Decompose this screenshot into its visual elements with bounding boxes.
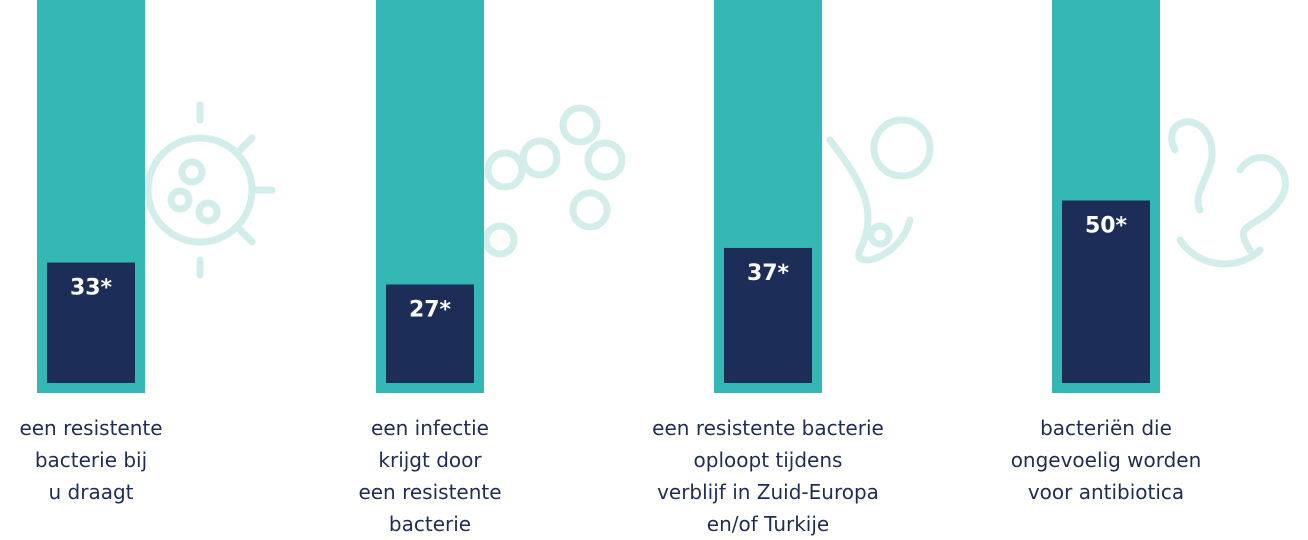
category-label: een resistente bacterie bij u draagt <box>19 416 163 504</box>
bar <box>47 262 135 383</box>
category-label: bacteriën die ongevoelig worden voor ant… <box>1010 416 1202 504</box>
bar <box>386 284 474 383</box>
category-label: een resistente bacterie oploopt tijdens … <box>652 416 884 536</box>
value-label: 37* <box>747 261 790 286</box>
value-label: 33* <box>70 276 113 301</box>
value-label: 50* <box>1085 214 1128 239</box>
category-label: een infectie krijgt door een resistente … <box>358 416 502 536</box>
decoration <box>144 101 1289 279</box>
bar <box>1062 200 1150 383</box>
bar <box>724 247 812 383</box>
value-label: 27* <box>409 297 452 322</box>
